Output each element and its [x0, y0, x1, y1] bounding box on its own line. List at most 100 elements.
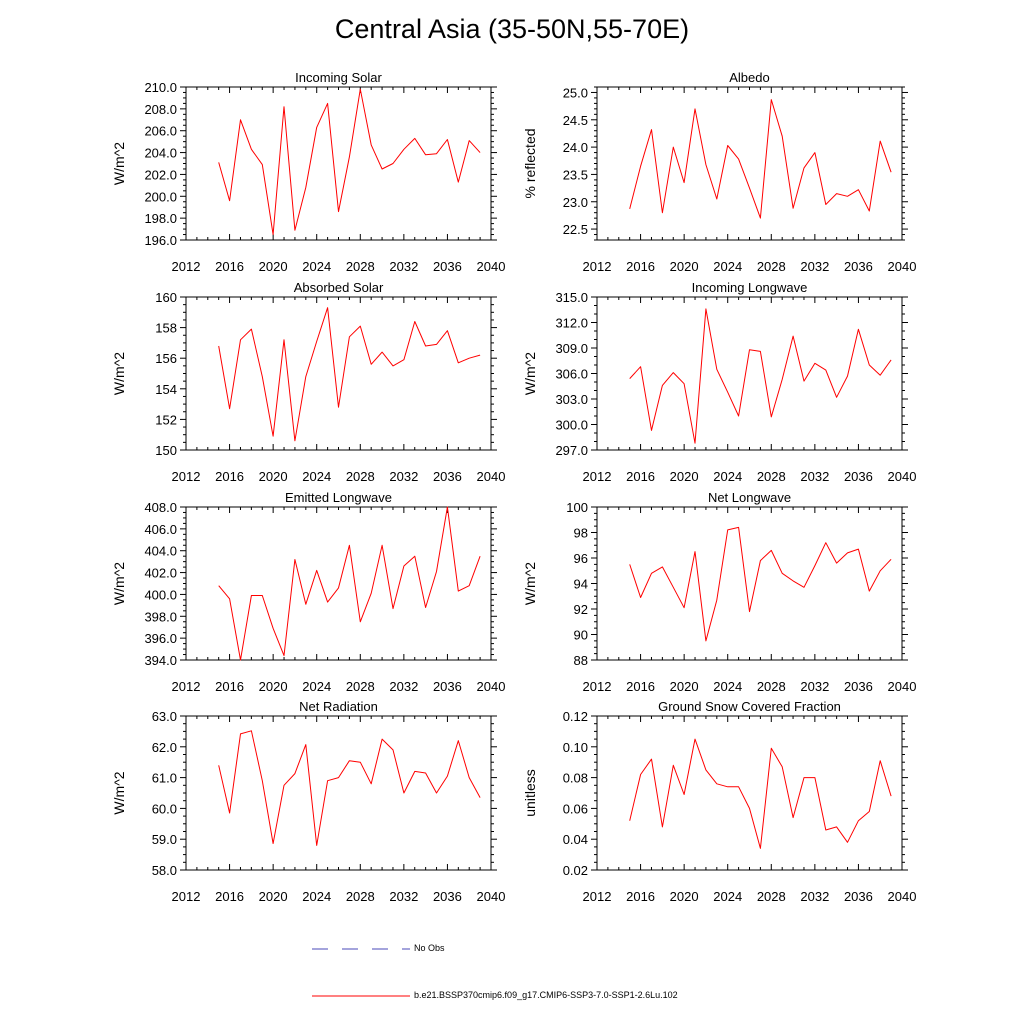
legend-model-label: b.e21.BSSP370cmip6.f09_g17.CMIP6-SSP3-7.…: [414, 990, 678, 1000]
y-tick-label: 90: [574, 628, 588, 643]
series-line: [629, 308, 892, 444]
x-tick-label: 2028: [757, 259, 786, 274]
y-tick-label: 312.0: [555, 316, 588, 331]
x-tick-label: 2040: [477, 889, 506, 904]
x-tick-label: 2032: [389, 679, 418, 694]
x-tick-label: 2020: [670, 259, 699, 274]
y-tick-label: 300.0: [555, 418, 588, 433]
y-tick-label: 158: [155, 321, 177, 336]
y-axis-label: W/m^2: [522, 352, 538, 395]
x-tick-label: 2028: [346, 259, 375, 274]
y-tick-label: 210.0: [144, 80, 177, 95]
y-tick-label: 62.0: [152, 740, 177, 755]
x-tick-label: 2040: [888, 679, 917, 694]
panel-title: Ground Snow Covered Fraction: [658, 699, 841, 714]
legend-no-obs-label: No Obs: [414, 943, 445, 953]
x-tick-label: 2024: [302, 259, 331, 274]
chart-panel-6: 2012 2016 2020 2024 2028 2032 2036 2040 88 90 92 94…: [522, 490, 916, 694]
x-tick-label: 2028: [346, 469, 375, 484]
x-tick-label: 2036: [433, 679, 462, 694]
y-tick-label: 0.06: [563, 801, 588, 816]
x-tick-label: 2012: [172, 469, 201, 484]
y-tick-label: 154: [155, 382, 177, 397]
chart-panel-1: 2012 2016 2020 2024 2028 2032 2036 2040 196.0 198…: [111, 70, 505, 274]
x-tick-label: 2032: [389, 469, 418, 484]
x-tick-label: 2024: [713, 259, 742, 274]
x-tick-label: 2028: [757, 889, 786, 904]
x-tick-label: 2016: [626, 679, 655, 694]
y-tick-label: 206.0: [144, 124, 177, 139]
chart-panel-7: 2012 2016 2020 2024 2028 2032 2036 2040 58.0 59.0…: [111, 699, 505, 904]
x-tick-label: 2012: [583, 679, 612, 694]
y-tick-label: 398.0: [144, 609, 177, 624]
series-line: [218, 307, 481, 442]
x-tick-label: 2040: [477, 469, 506, 484]
x-tick-label: 2036: [433, 259, 462, 274]
x-tick-label: 2024: [302, 679, 331, 694]
x-tick-label: 2024: [713, 679, 742, 694]
chart-panel-8: 2012 2016 2020 2024 2028 2032 2036 2040 0.02 0.04…: [522, 699, 916, 904]
y-tick-label: 198.0: [144, 211, 177, 226]
y-tick-label: 96: [574, 551, 588, 566]
x-tick-label: 2028: [757, 469, 786, 484]
y-axis-label: W/m^2: [111, 352, 127, 395]
x-tick-label: 2012: [583, 889, 612, 904]
y-tick-label: 23.0: [563, 195, 588, 210]
x-tick-label: 2036: [433, 469, 462, 484]
y-tick-label: 61.0: [152, 771, 177, 786]
series-line: [629, 99, 892, 219]
y-tick-label: 0.08: [563, 771, 588, 786]
y-tick-label: 208.0: [144, 102, 177, 117]
series-line: [218, 506, 481, 661]
y-tick-label: 63.0: [152, 709, 177, 724]
y-axis-label: unitless: [522, 769, 538, 816]
x-tick-label: 2012: [172, 679, 201, 694]
chart-panel-4: 2012 2016 2020 2024 2028 2032 2036 2040 297.0 300…: [522, 280, 916, 484]
y-tick-label: 25.0: [563, 85, 588, 100]
x-tick-label: 2040: [888, 889, 917, 904]
y-tick-label: 152: [155, 412, 177, 427]
y-tick-label: 156: [155, 351, 177, 366]
x-tick-label: 2016: [626, 889, 655, 904]
x-tick-label: 2028: [346, 889, 375, 904]
x-tick-label: 2016: [626, 259, 655, 274]
y-tick-label: 58.0: [152, 863, 177, 878]
y-tick-label: 196.0: [144, 233, 177, 248]
y-tick-label: 202.0: [144, 167, 177, 182]
x-tick-label: 2032: [800, 679, 829, 694]
y-tick-label: 0.02: [563, 863, 588, 878]
y-tick-label: 315.0: [555, 290, 588, 305]
x-tick-label: 2020: [259, 679, 288, 694]
x-tick-label: 2032: [800, 889, 829, 904]
y-tick-label: 150: [155, 443, 177, 458]
panel-title: Absorbed Solar: [294, 280, 384, 295]
y-tick-label: 309.0: [555, 341, 588, 356]
x-tick-label: 2016: [626, 469, 655, 484]
x-tick-label: 2040: [477, 259, 506, 274]
series-line: [218, 730, 481, 846]
x-tick-label: 2020: [670, 679, 699, 694]
y-axis-label: W/m^2: [111, 771, 127, 814]
y-tick-label: 303.0: [555, 392, 588, 407]
x-tick-label: 2016: [215, 469, 244, 484]
x-tick-label: 2036: [433, 889, 462, 904]
y-tick-label: 0.10: [563, 740, 588, 755]
chart-panel-2: 2012 2016 2020 2024 2028 2032 2036 2040 22.5 23.0…: [522, 70, 916, 274]
y-tick-label: 200.0: [144, 189, 177, 204]
y-tick-label: 160: [155, 290, 177, 305]
y-tick-label: 92: [574, 602, 588, 617]
x-tick-label: 2020: [670, 889, 699, 904]
x-tick-label: 2012: [583, 469, 612, 484]
y-tick-label: 100: [566, 500, 588, 515]
x-tick-label: 2020: [259, 469, 288, 484]
x-tick-label: 2016: [215, 259, 244, 274]
y-tick-label: 406.0: [144, 522, 177, 537]
y-axis-label: W/m^2: [111, 142, 127, 185]
chart-panel-3: 2012 2016 2020 2024 2028 2032 2036 2040 150 152 15…: [111, 280, 505, 484]
figure-title: Central Asia (35-50N,55-70E): [334, 14, 690, 44]
y-tick-label: 408.0: [144, 500, 177, 515]
y-tick-label: 404.0: [144, 544, 177, 559]
y-tick-label: 22.5: [563, 222, 588, 237]
